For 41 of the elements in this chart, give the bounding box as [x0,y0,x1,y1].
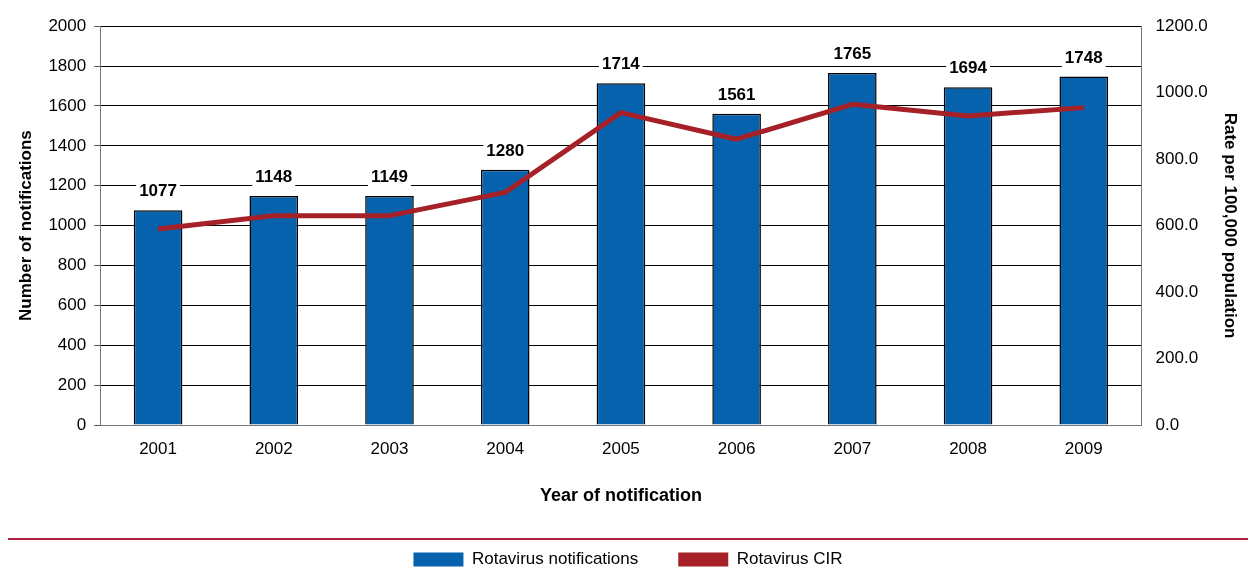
x-tick-label: 2002 [254,438,293,458]
data-label: 1748 [1064,47,1103,67]
y-tick-label: 0 [76,414,87,434]
x-tick-label: 2001 [139,438,177,458]
y-tick-label: 800 [57,255,87,275]
y2-tick-label: 800.0 [1155,148,1199,168]
x-axis-title: Year of notification [539,485,702,506]
y2-tick-label: 400.0 [1155,281,1199,301]
x-tick-label: 2005 [602,438,640,458]
data-label: 1149 [371,167,408,187]
y2-axis-title: Rate per 100,000 population [1221,112,1241,339]
y2-tick-label: 200.0 [1155,348,1199,368]
y-tick-label: 1800 [48,55,87,75]
y-axis-title: Number of notifications [15,130,35,321]
legend-label: Rotavirus CIR [736,549,843,569]
y-tick-label: 1400 [48,135,87,155]
y-tick-label: 1600 [48,95,87,115]
legend-label: Rotavirus notifications [471,549,639,569]
y2-tick-label: 0.0 [1155,414,1180,434]
x-tick-label: 2009 [1064,438,1103,458]
y2-tick-label: 1000.0 [1155,82,1208,102]
x-tick-label: 2004 [486,438,525,458]
y-tick-label: 2000 [48,15,87,35]
data-label: 1077 [139,181,177,201]
y-tick-label: 1200 [48,175,87,195]
y-tick-label: 400 [57,334,87,354]
data-label: 1561 [717,84,756,104]
y-tick-label: 200 [57,374,87,394]
x-tick-label: 2007 [833,438,872,458]
data-label: 1148 [255,167,293,187]
x-tick-label: 2008 [949,438,987,458]
y-tick-label: 1000 [48,215,87,235]
data-label: 1765 [833,44,872,64]
x-tick-label: 2006 [717,438,756,458]
y2-tick-label: 600.0 [1155,215,1199,235]
x-tick-label: 2003 [370,438,409,458]
data-label: 1280 [486,140,525,160]
data-label: 1714 [602,54,641,74]
y-tick-label: 600 [57,295,87,315]
y2-tick-label: 1200.0 [1155,15,1208,35]
data-label: 1694 [949,58,988,78]
